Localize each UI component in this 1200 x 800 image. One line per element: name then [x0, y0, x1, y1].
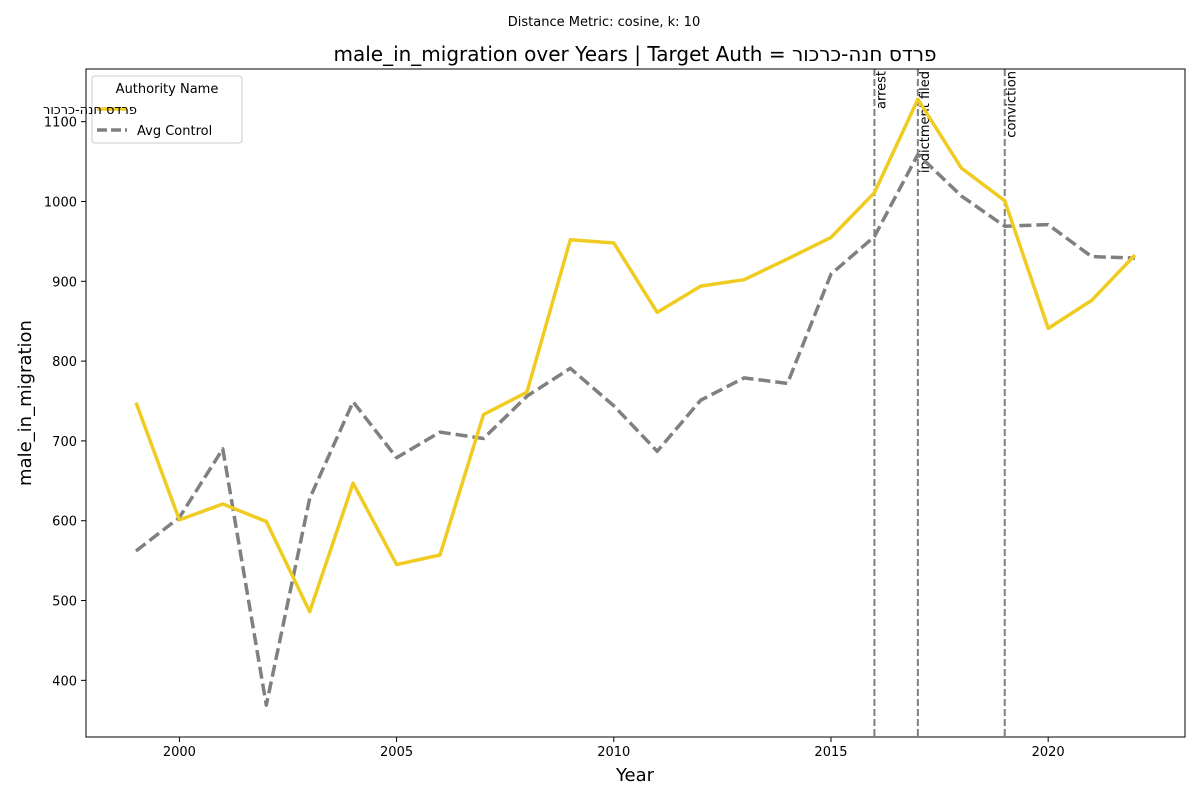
legend-label-target: פרדס חנה-כרכור — [43, 103, 137, 118]
legend-label-control: Avg Control — [137, 124, 212, 139]
y-axis-label: male_in_migration — [15, 320, 36, 486]
x-tick-label: 2010 — [597, 745, 630, 760]
y-tick-label: 1100 — [44, 116, 77, 131]
chart-suptitle: Distance Metric: cosine, k: 10 — [508, 15, 700, 30]
y-tick-label: 900 — [52, 275, 77, 290]
x-tick-label: 2015 — [814, 745, 847, 760]
series-line-avg-control — [134, 152, 1136, 707]
x-tick-label: 2005 — [380, 745, 413, 760]
y-tick-label: 600 — [52, 515, 77, 530]
chart-title: male_in_migration over Years | Target Au… — [333, 42, 936, 66]
legend-title: Authority Name — [116, 82, 219, 97]
x-tick-label: 2000 — [163, 745, 196, 760]
x-axis-label: Year — [615, 765, 655, 786]
y-tick-label: 400 — [52, 674, 77, 689]
y-tick-label: 800 — [52, 355, 77, 370]
plot-area-frame — [85, 68, 1186, 738]
y-tick-label: 500 — [52, 595, 77, 610]
legend-box — [91, 75, 243, 144]
series-lines — [134, 97, 1137, 707]
y-tick-label: 1000 — [44, 195, 77, 210]
x-axis: 2000 2005 2010 2015 2020 — [163, 737, 1065, 760]
legend: Authority Name פרדס חנה-כרכור Avg Contro… — [43, 75, 243, 144]
x-tick-label: 2020 — [1032, 745, 1065, 760]
series-line-target — [134, 97, 1137, 614]
event-lines: arrest indictment filed conviction — [873, 69, 1020, 737]
y-axis: 400 500 600 700 800 900 1000 1100 — [44, 116, 86, 689]
event-label-arrest: arrest — [874, 71, 889, 109]
y-tick-label: 700 — [52, 435, 77, 450]
event-label-indictment-filed: indictment filed — [918, 71, 933, 173]
event-label-conviction: conviction — [1005, 71, 1020, 138]
